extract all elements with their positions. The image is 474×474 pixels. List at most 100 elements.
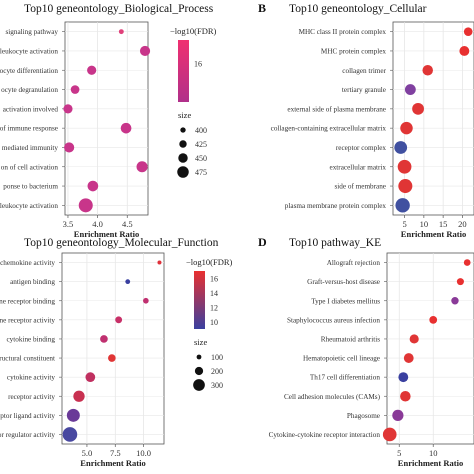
- size-legend-label: 300: [211, 381, 223, 390]
- y-tick-label: Staphylococcus aureus infection: [287, 316, 380, 324]
- color-legend-tick: 14: [210, 289, 218, 298]
- data-point: [459, 46, 470, 56]
- data-point: [157, 260, 162, 265]
- data-point: [463, 27, 473, 36]
- size-legend-title: size: [194, 337, 207, 347]
- y-tick-label: ocyte degranulation: [1, 86, 58, 94]
- x-axis-label: Enrichment Ratio: [74, 229, 139, 239]
- y-tick-label: receptor ligand activity: [0, 412, 55, 420]
- y-tick-label: Cytokine-cytokine receptor interaction: [269, 431, 381, 439]
- data-point: [400, 390, 411, 402]
- data-point: [136, 161, 148, 173]
- data-point: [451, 297, 459, 305]
- x-tick-label: 4.0: [92, 219, 103, 229]
- data-point: [397, 159, 412, 174]
- data-point: [85, 372, 96, 383]
- y-tick-label: Th17 cell differentiation: [310, 374, 381, 382]
- size-legend-circle: [179, 140, 187, 148]
- data-point: [395, 198, 410, 213]
- data-point: [73, 390, 85, 402]
- y-tick-label: ocyte differentiation: [0, 67, 58, 75]
- chart-title: Top10 pathway_KE: [289, 237, 381, 249]
- x-tick-label: 15: [439, 219, 448, 229]
- x-tick-label: 7.5: [110, 448, 121, 458]
- size-legend-circle: [178, 153, 188, 163]
- data-point: [382, 427, 397, 442]
- y-tick-label: chemokine activity: [0, 259, 55, 267]
- data-point: [120, 122, 132, 134]
- size-legend-label: 475: [195, 168, 207, 177]
- data-point: [78, 198, 93, 213]
- x-tick-label: 3.5: [63, 219, 74, 229]
- y-tick-label: collagen-containing extracellular matrix: [271, 125, 387, 133]
- data-point: [400, 121, 413, 135]
- panel-b: B Top10 geneontology_Cellular 5 10 15 20Enric…: [258, 1, 474, 239]
- size-legend-circle: [180, 127, 186, 133]
- y-tick-label: receptor regulator activity: [0, 431, 55, 439]
- data-point: [398, 179, 413, 194]
- color-legend-tick: 10: [210, 318, 218, 327]
- data-point: [422, 64, 433, 76]
- data-point: [87, 65, 97, 75]
- data-point: [100, 335, 108, 343]
- y-tick-label: Graft-versus-host disease: [307, 278, 380, 286]
- data-point: [115, 316, 123, 324]
- y-tick-label: signaling pathway: [6, 28, 59, 36]
- x-tick-label: 10: [420, 219, 429, 229]
- data-point: [463, 259, 471, 266]
- y-tick-label: mediated immunity: [2, 144, 58, 152]
- data-point: [456, 278, 464, 286]
- size-legend-circle: [196, 354, 202, 360]
- y-tick-label: Hematopoietic cell lineage: [303, 355, 380, 363]
- y-tick-label: cytokine binding: [6, 335, 55, 343]
- x-tick-label: 20: [458, 219, 467, 229]
- data-point: [404, 84, 416, 95]
- color-legend-tick: 12: [210, 303, 218, 312]
- data-point: [143, 297, 149, 304]
- y-tick-label: of immune response: [0, 125, 58, 133]
- size-legend-label: 400: [195, 126, 207, 135]
- chart-title: Top10 geneontology_Molecular_Function: [24, 237, 219, 249]
- y-tick-label: collagen trimer: [342, 67, 386, 75]
- chart-title: Top10 geneontology_Cellular: [289, 3, 427, 15]
- plot-area: [64, 21, 149, 216]
- y-tick-label: MHC protein complex: [321, 47, 386, 55]
- data-point: [87, 180, 99, 192]
- x-tick-label: 4.5: [122, 219, 133, 229]
- data-point: [66, 408, 80, 422]
- y-tick-label: Rheumatoid arthritis: [321, 335, 380, 343]
- data-point: [409, 334, 419, 344]
- size-legend-label: 425: [195, 140, 207, 149]
- y-tick-label: mune receptor binding: [0, 297, 55, 305]
- color-legend-tick: 16: [194, 60, 202, 69]
- y-tick-label: Cell adhesion molecules (CAMs): [284, 393, 381, 401]
- y-tick-label: receptor activity: [8, 393, 55, 401]
- size-legend-circle: [193, 379, 205, 391]
- y-tick-label: leukocyte activation: [0, 202, 58, 210]
- size-legend-circle: [194, 366, 204, 376]
- x-axis-label: Enrichment Ratio: [401, 229, 466, 239]
- x-tick-label: 5: [397, 448, 401, 458]
- x-tick-label: 5.0: [82, 448, 93, 458]
- y-tick-label: tertiary granule: [342, 86, 386, 94]
- y-tick-label: leukocyte activation: [0, 47, 58, 55]
- y-tick-label: structural constituent: [0, 355, 55, 363]
- data-point: [108, 354, 116, 362]
- size-legend-label: 100: [211, 353, 223, 362]
- color-legend-bar: [178, 40, 189, 102]
- y-tick-label: on of cell activation: [1, 163, 59, 171]
- data-point: [403, 353, 414, 363]
- data-point: [412, 102, 424, 115]
- data-point: [139, 45, 151, 57]
- panel-c: Top10 geneontology_Molecular_Function 5.0…: [0, 237, 233, 468]
- color-legend-title: −log10(FDR): [170, 26, 217, 36]
- x-tick-label: 10.0: [136, 448, 151, 458]
- y-tick-label: Type I diabetes mellitus: [311, 297, 380, 305]
- color-legend-tick: 16: [210, 274, 218, 283]
- x-axis-label: Enrichment Ratio: [398, 458, 463, 468]
- y-tick-label: ponse to bacterium: [3, 183, 58, 191]
- y-tick-label: cytokine activity: [7, 374, 56, 382]
- plot-area: [61, 252, 165, 445]
- data-point: [62, 427, 78, 442]
